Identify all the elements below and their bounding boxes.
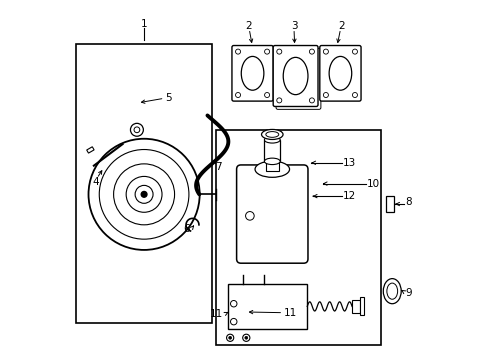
Ellipse shape: [383, 279, 400, 304]
Circle shape: [226, 334, 233, 341]
Circle shape: [230, 319, 237, 325]
Ellipse shape: [264, 158, 280, 165]
Circle shape: [276, 98, 281, 103]
FancyBboxPatch shape: [231, 45, 273, 101]
Circle shape: [244, 336, 247, 339]
Circle shape: [245, 212, 254, 220]
Text: 4: 4: [92, 177, 99, 187]
Text: 1: 1: [141, 19, 147, 29]
Circle shape: [264, 93, 269, 98]
Bar: [264, 140, 280, 161]
Circle shape: [352, 49, 357, 54]
Ellipse shape: [328, 57, 351, 90]
Circle shape: [264, 49, 269, 54]
Bar: [351, 300, 359, 313]
Text: 9: 9: [405, 288, 411, 298]
Circle shape: [309, 98, 314, 103]
Circle shape: [323, 49, 328, 54]
Circle shape: [134, 127, 140, 133]
Text: 5: 5: [165, 93, 172, 103]
Bar: [386, 196, 393, 212]
Text: 3: 3: [290, 21, 297, 31]
Bar: [228, 284, 306, 329]
Bar: [86, 147, 94, 153]
Text: 12: 12: [343, 191, 356, 201]
Circle shape: [141, 192, 147, 197]
Bar: [359, 297, 363, 315]
Text: 2: 2: [244, 21, 251, 31]
Text: 6: 6: [183, 225, 190, 234]
FancyBboxPatch shape: [319, 45, 360, 101]
Ellipse shape: [261, 130, 283, 139]
Circle shape: [235, 93, 240, 98]
Circle shape: [309, 49, 314, 54]
FancyBboxPatch shape: [236, 165, 307, 263]
Circle shape: [228, 336, 231, 339]
Circle shape: [130, 123, 143, 136]
Text: 11: 11: [284, 309, 297, 318]
Bar: [76, 44, 212, 323]
Bar: [265, 160, 278, 171]
FancyBboxPatch shape: [273, 45, 317, 107]
Circle shape: [276, 49, 281, 54]
Text: 2: 2: [337, 21, 344, 31]
Ellipse shape: [283, 57, 307, 95]
Circle shape: [323, 93, 328, 98]
Text: 8: 8: [405, 197, 411, 207]
Ellipse shape: [386, 283, 397, 299]
Ellipse shape: [241, 57, 264, 90]
Circle shape: [242, 334, 249, 341]
Ellipse shape: [264, 136, 280, 143]
Circle shape: [88, 139, 199, 250]
Bar: [215, 130, 380, 345]
Text: 10: 10: [366, 179, 380, 189]
Text: 13: 13: [343, 158, 356, 168]
Ellipse shape: [265, 132, 278, 137]
Circle shape: [352, 93, 357, 98]
Text: 11: 11: [209, 309, 223, 319]
Text: 7: 7: [215, 162, 221, 172]
Circle shape: [135, 185, 153, 203]
Circle shape: [230, 301, 237, 307]
FancyBboxPatch shape: [276, 48, 320, 109]
Circle shape: [235, 49, 240, 54]
Ellipse shape: [255, 161, 289, 177]
